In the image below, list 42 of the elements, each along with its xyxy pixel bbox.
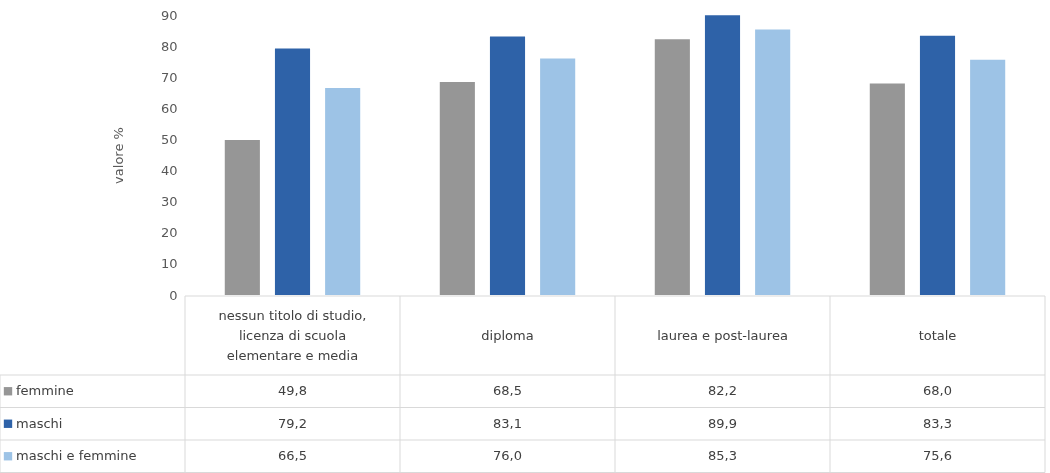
- bar: [489, 36, 526, 295]
- data-label: 75,6: [923, 448, 952, 464]
- bar: [970, 59, 1006, 295]
- bar: [325, 88, 361, 295]
- legend-label: maschi: [16, 415, 63, 431]
- x-tick-label: laurea e post-laurea: [657, 327, 788, 343]
- bar: [869, 83, 905, 295]
- x-tick-label: diploma: [481, 327, 534, 343]
- data-label: 68,5: [493, 383, 522, 399]
- bar: [274, 48, 311, 295]
- y-tick-label: 10: [160, 256, 178, 272]
- bar: [439, 81, 475, 295]
- y-tick-label: 80: [160, 38, 178, 54]
- y-tick-label: 0: [169, 287, 178, 303]
- bar: [224, 140, 260, 295]
- y-tick-label: 70: [160, 69, 178, 85]
- y-tick-label: 50: [160, 131, 178, 147]
- y-tick-label: 60: [160, 100, 178, 116]
- x-tick-label: nessun titolo di studio, licenza di scuola elementare e media: [218, 307, 367, 363]
- y-tick-label: 30: [160, 194, 178, 210]
- data-label: 82,2: [708, 383, 737, 399]
- legend-label: femmine: [16, 383, 74, 399]
- data-label: 66,5: [278, 448, 307, 464]
- bar: [755, 29, 791, 295]
- data-label: 76,0: [493, 448, 522, 464]
- bar: [654, 39, 690, 295]
- y-axis-title: valore %: [110, 127, 126, 184]
- legend-label: maschi e femmine: [16, 448, 137, 464]
- y-tick-label: 90: [160, 7, 178, 23]
- data-label: 83,3: [923, 415, 952, 431]
- data-label: 79,2: [278, 415, 307, 431]
- data-label: 85,3: [708, 448, 737, 464]
- bar: [540, 58, 576, 295]
- y-tick-label: 40: [160, 163, 178, 179]
- bar: [919, 35, 956, 295]
- data-label: 49,8: [278, 383, 307, 399]
- data-label: 68,0: [923, 383, 952, 399]
- x-tick-label: totale: [918, 327, 957, 343]
- data-label: 83,1: [493, 415, 522, 431]
- y-tick-label: 20: [160, 225, 178, 241]
- bar: [704, 15, 741, 295]
- data-label: 89,9: [708, 415, 737, 431]
